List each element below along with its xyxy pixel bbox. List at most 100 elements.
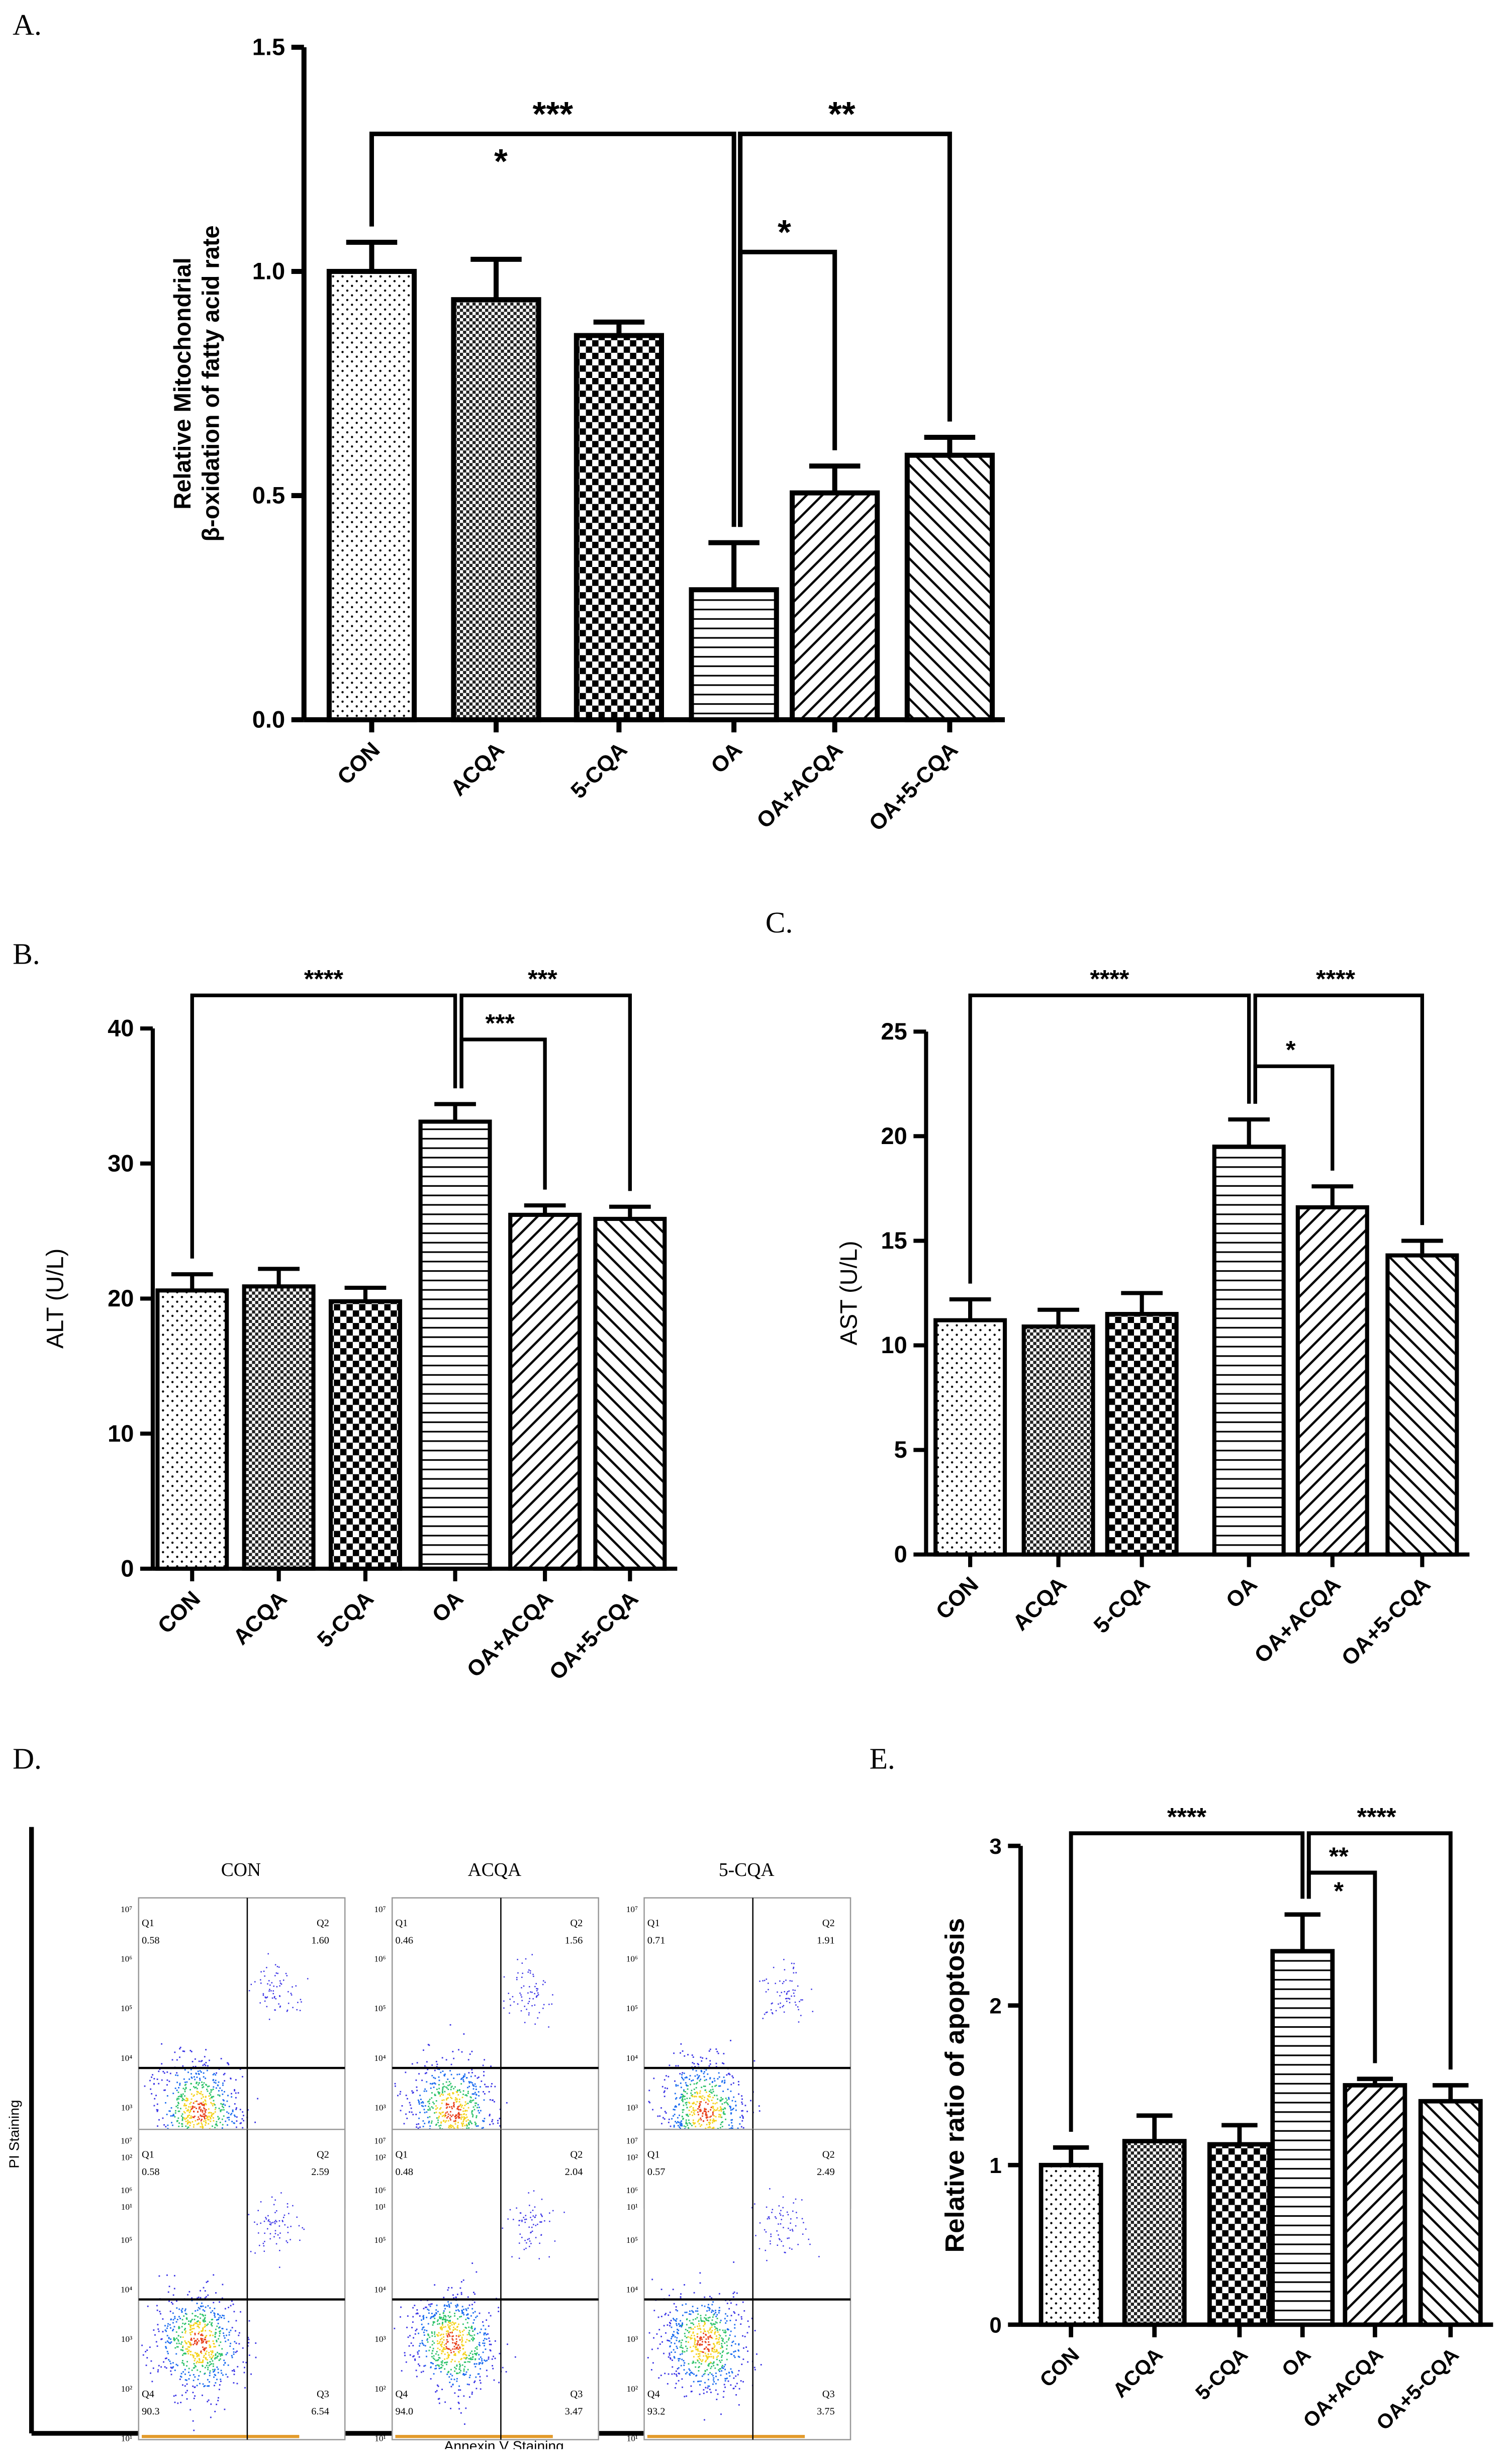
flow-event-dot — [489, 2115, 491, 2117]
flow-event-dot — [696, 2346, 697, 2348]
flow-event-dot — [463, 2309, 464, 2310]
flow-event-dot — [778, 2003, 779, 2005]
flow-event-dot — [489, 2343, 491, 2345]
flow-event-dot — [233, 2348, 234, 2350]
flow-event-dot — [731, 2344, 732, 2346]
flow-event-dot — [162, 2331, 164, 2333]
flow-event-dot — [448, 2376, 450, 2378]
flow-event-dot — [282, 2221, 284, 2222]
flow-event-dot — [684, 2332, 686, 2334]
flow-event-dot — [720, 2110, 722, 2112]
flow-event-dot — [186, 2081, 188, 2083]
flow-event-dot — [429, 2116, 431, 2118]
flow-event-dot — [200, 2060, 202, 2062]
flow-event-dot — [182, 2384, 183, 2386]
flow-event-dot — [464, 2094, 466, 2096]
flow-event-dot — [720, 2116, 721, 2118]
flow-event-dot — [151, 2093, 153, 2095]
flow-event-dot — [720, 2100, 722, 2102]
flow-y-tick-label: 10³ — [627, 2334, 638, 2344]
flow-event-dot — [475, 2124, 477, 2126]
flow-event-dot — [213, 2312, 215, 2314]
flow-event-dot — [479, 2112, 480, 2114]
flow-event-dot — [198, 2108, 200, 2110]
flow-event-dot — [716, 2318, 718, 2319]
flow-event-dot — [695, 2345, 697, 2347]
flow-event-dot — [715, 2062, 717, 2064]
flow-event-dot — [704, 2323, 706, 2325]
flow-event-dot — [720, 2319, 722, 2321]
flow-event-dot — [719, 2371, 720, 2372]
flow-event-dot — [462, 2279, 464, 2281]
flow-event-dot — [449, 2335, 451, 2337]
flow-event-dot — [220, 2111, 222, 2112]
flow-event-dot — [719, 2099, 721, 2101]
flow-event-dot — [474, 2350, 476, 2352]
flow-event-dot — [707, 2374, 709, 2376]
flow-event-dot — [419, 2365, 421, 2367]
flow-event-dot — [452, 2092, 454, 2094]
flow-event-dot — [461, 2105, 463, 2107]
significance-label: * — [1286, 1036, 1296, 1064]
flow-event-dot — [217, 2314, 219, 2315]
flow-event-dot — [719, 2127, 721, 2129]
flow-event-dot — [202, 2361, 204, 2363]
bar-oa+5-cqa — [593, 1216, 667, 1571]
flow-event-dot — [432, 2107, 434, 2109]
flow-event-dot — [223, 2103, 225, 2105]
flow-event-dot — [664, 2118, 666, 2120]
flow-event-dot — [243, 2372, 245, 2374]
flow-event-dot — [491, 2358, 493, 2360]
flow-event-dot — [204, 2115, 206, 2117]
flow-event-dot — [458, 2113, 460, 2115]
flow-event-dot — [700, 2359, 701, 2361]
flow-event-dot — [453, 2297, 455, 2299]
flow-event-dot — [694, 2344, 696, 2346]
flow-event-dot — [301, 2001, 302, 2003]
flow-event-dot — [446, 2098, 448, 2099]
flow-event-dot — [197, 2338, 199, 2340]
flow-event-dot — [525, 2215, 527, 2216]
significance-label: * — [1334, 1877, 1344, 1905]
flow-event-dot — [184, 2118, 186, 2120]
flow-event-dot — [198, 2333, 200, 2335]
flow-event-dot — [434, 2077, 436, 2080]
flow-event-dot — [687, 2114, 688, 2116]
flow-event-dot — [549, 2212, 550, 2214]
flow-event-dot — [226, 2111, 228, 2113]
significance-bracket — [738, 249, 837, 527]
flow-event-dot — [682, 2350, 684, 2352]
flow-event-dot — [422, 2126, 424, 2127]
flow-event-dot — [687, 2115, 689, 2117]
flow-event-dot — [724, 2080, 726, 2082]
flow-event-dot — [215, 2292, 217, 2294]
flow-event-dot — [184, 2369, 186, 2371]
flow-event-dot — [190, 2050, 192, 2051]
flow-event-dot — [523, 2248, 525, 2250]
flow-event-dot — [197, 2309, 199, 2311]
flow-event-dot — [690, 2313, 692, 2315]
flow-event-dot — [460, 2293, 462, 2295]
flow-event-dot — [716, 2102, 718, 2104]
flow-event-dot — [226, 2334, 227, 2336]
flow-event-dot — [200, 2313, 201, 2315]
flow-event-dot — [273, 1997, 275, 1999]
flow-event-dot — [481, 2358, 483, 2360]
quadrant-value-q1: 0.58 — [142, 1935, 160, 1946]
flow-event-dot — [183, 2105, 185, 2107]
flow-event-dot — [469, 2096, 471, 2098]
flow-event-dot — [461, 2309, 463, 2311]
flow-event-dot — [537, 1994, 539, 1996]
flow-event-dot — [448, 2303, 450, 2305]
flow-event-dot — [203, 2086, 205, 2088]
flow-event-dot — [184, 2328, 186, 2329]
flow-event-dot — [791, 1962, 793, 1964]
flow-event-dot — [482, 2351, 484, 2353]
flow-event-dot — [466, 2334, 468, 2336]
flow-event-dot — [211, 2319, 213, 2321]
flow-event-dot — [450, 2086, 452, 2088]
flow-event-dot — [705, 2111, 707, 2112]
flow-event-dot — [683, 2090, 685, 2092]
flow-event-dot — [463, 2113, 465, 2115]
flow-event-dot — [288, 2003, 290, 2004]
